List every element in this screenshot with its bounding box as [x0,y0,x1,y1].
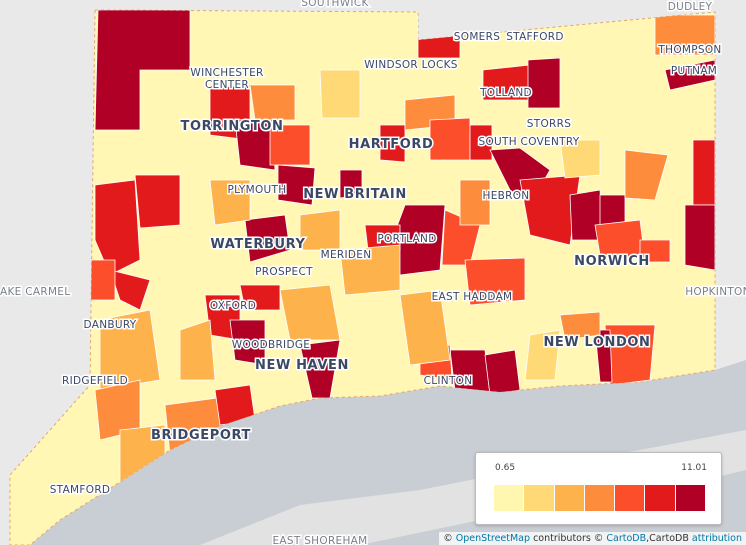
legend: 0.65 11.01 [475,452,722,525]
town [639,239,671,263]
town [559,311,601,341]
town [249,84,296,121]
place-label: SOMERS [454,31,500,43]
place-label: DANBURY [84,319,137,331]
town [319,69,361,119]
place-label: STAFFORD [506,31,564,43]
place-label: LAKE CARMEL [0,286,70,298]
place-label: EAST SHOREHAM [272,535,367,545]
attribution-text: ,CartoDB [646,533,689,544]
towns [79,10,715,506]
legend-swatch [584,485,616,511]
place-label: SOUTH COVENTRY [479,136,580,148]
place-label: BRIDGEPORT [151,428,251,443]
place-label: NEW HAVEN [255,358,349,373]
attribution: © OpenStreetMap contributors © CartoDB,C… [439,532,746,545]
attribution-link[interactable]: CartoDB [606,533,647,544]
town [94,179,141,276]
town [279,284,341,341]
town [94,10,191,131]
place-label: STORRS [527,118,571,130]
town [527,57,561,109]
place-label: SOUTHWICK [301,0,369,9]
attribution-copy: © [443,533,453,544]
town [459,179,491,226]
town [664,59,715,91]
town [339,169,363,199]
legend-max: 11.01 [681,463,707,473]
place-label: MERIDEN [321,249,372,261]
town [299,209,341,251]
town [524,329,561,381]
legend-swatch [645,485,676,511]
town [379,124,406,163]
place-label: RIDGEFIELD [62,375,128,387]
town [399,289,451,366]
town [269,124,311,166]
place-label: NEW BRITAIN [303,187,407,202]
legend-min: 0.65 [495,463,516,473]
town [469,124,493,161]
town [339,244,401,296]
town [684,204,715,271]
town [109,269,151,311]
place-label: WINCHESTER [190,67,263,79]
place-label: WINDSOR LOCKS [364,59,458,71]
place-label: NORWICH [574,254,650,269]
town [559,139,601,179]
town [464,257,526,306]
attribution-link[interactable]: OpenStreetMap [455,533,531,544]
town [484,349,521,396]
place-label: HOPKINTON [685,286,746,298]
place-label: WOODBRIDGE [232,339,310,351]
place-label: PUTNAM [671,65,717,77]
town [244,214,291,263]
town [229,319,266,366]
town [519,174,581,246]
place-label: PROSPECT [255,266,313,278]
town [594,329,613,383]
town [654,14,715,56]
place-label: STAMFORD [50,484,111,496]
legend-swatch [615,485,646,511]
town [624,149,669,201]
place-label: PORTLAND [377,233,436,245]
attribution-link[interactable]: attribution [691,533,742,544]
place-label: WATERBURY [210,237,305,252]
place-label: CENTER [205,79,249,91]
town [134,174,181,229]
place-label: THOMPSON [657,44,721,56]
place-label: NEW LONDON [543,335,650,350]
town [277,164,316,206]
place-label: TORRINGTON [181,119,284,134]
town [239,284,281,311]
place-label: PLYMOUTH [228,184,287,196]
place-label: OXFORD [210,300,256,312]
place-label: TOLLAND [479,87,532,99]
town [99,309,161,391]
place-label: EAST HADDAM [432,291,513,303]
attribution-text: contributors © [533,533,604,544]
legend-swatch [675,485,706,511]
town [604,324,656,386]
legend-swatch [524,485,555,511]
town [179,319,216,381]
place-label: DUDLEY [668,1,713,13]
town [429,117,471,161]
place-label: HARTFORD [349,137,434,152]
place-label: HEBRON [483,190,530,202]
legend-swatch [554,485,585,511]
town [209,179,251,226]
town [692,139,715,206]
legend-swatch [494,485,525,511]
legend-bar [494,485,706,511]
place-label: CLINTON [424,375,473,387]
